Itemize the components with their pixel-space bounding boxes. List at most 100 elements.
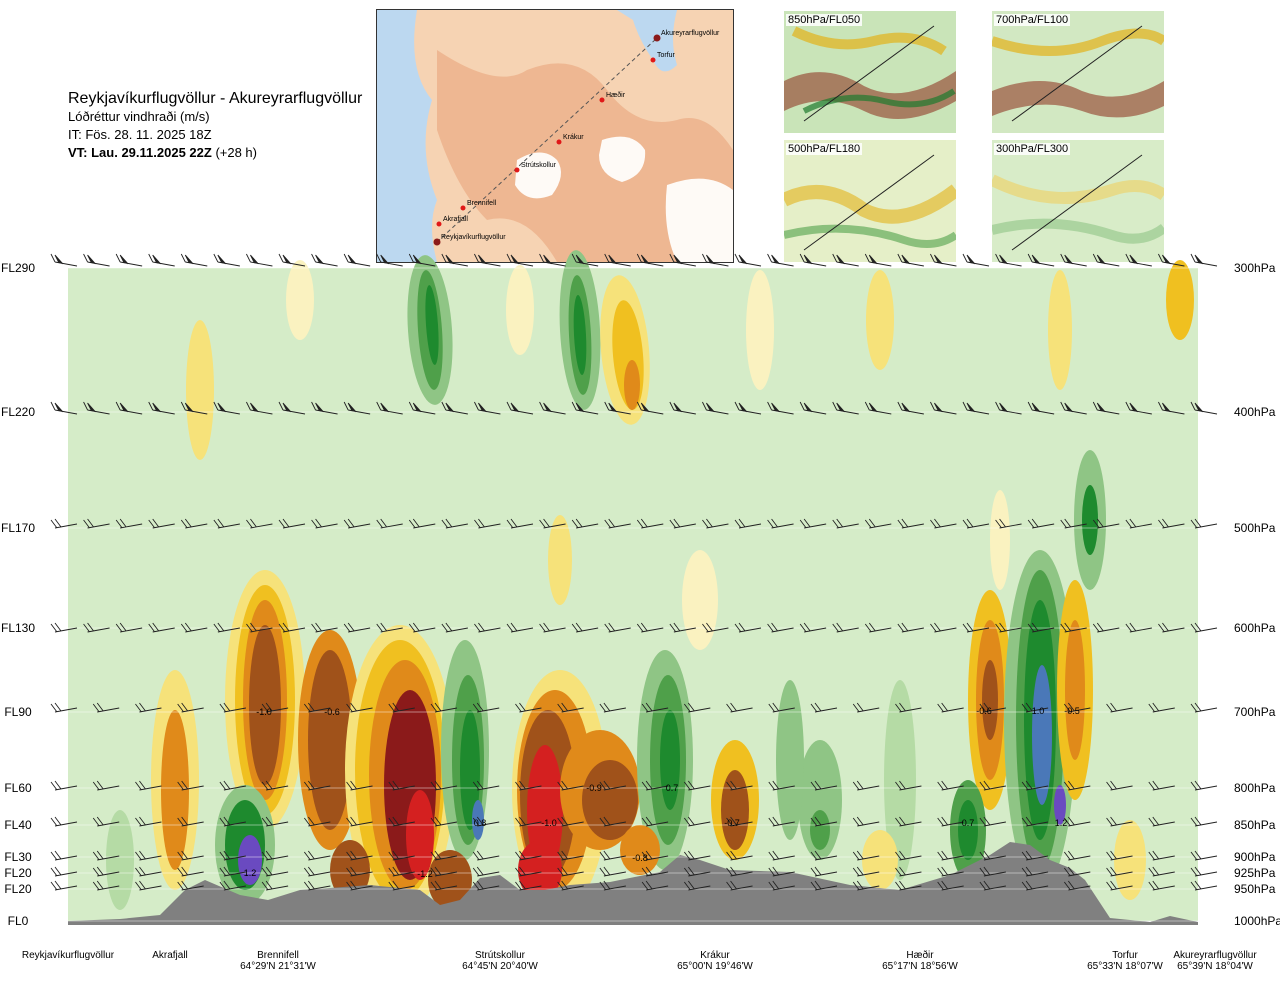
location-label: Reykjavíkurflugvöllur — [8, 950, 128, 961]
wind-barb-glyph — [604, 401, 631, 415]
wind-barb-glyph — [376, 622, 403, 633]
wind-barb-glyph — [810, 850, 838, 861]
wind-barb-glyph — [571, 253, 599, 267]
wind-barb-glyph — [683, 866, 711, 877]
location-name: Akureyrarflugvöllur — [1173, 950, 1257, 961]
hpa-tick-label: 850hPa — [1234, 818, 1276, 832]
wind-barb-glyph — [810, 880, 838, 891]
wind-barb-glyph — [767, 622, 794, 633]
wind-barb-glyph — [261, 780, 289, 791]
wind-barb-glyph — [441, 518, 468, 529]
wind-barb-glyph — [219, 780, 246, 791]
route-point-marker — [650, 57, 656, 63]
value-label: 0.7 — [962, 818, 975, 828]
wind-barb-glyph — [115, 253, 143, 267]
wind-barb-glyph — [734, 518, 762, 529]
wind-barb-glyph — [669, 622, 696, 633]
wind-barb-glyph — [213, 622, 240, 633]
wind-barb-glyph — [177, 702, 204, 713]
wind-barb-glyph — [1063, 816, 1091, 827]
wind-barb-glyph — [50, 622, 78, 633]
velocity-contour — [428, 850, 472, 910]
wind-barb-glyph — [864, 401, 892, 415]
wind-barb-glyph — [474, 253, 501, 267]
wind-barb-glyph — [669, 401, 696, 415]
wind-barb-glyph — [311, 518, 338, 529]
wind-barb-glyph — [1190, 622, 1218, 633]
wind-barb-glyph — [430, 880, 458, 891]
wind-barb-glyph — [979, 866, 1006, 877]
wind-barb-glyph — [261, 850, 289, 861]
wind-barb-glyph — [832, 622, 859, 633]
wind-barb-glyph — [180, 253, 208, 267]
wind-barb-glyph — [83, 622, 110, 633]
wind-barb-glyph — [1158, 622, 1185, 633]
wind-barb-glyph — [979, 850, 1006, 861]
wind-barb-glyph — [1190, 401, 1218, 415]
velocity-contour — [249, 625, 281, 785]
wind-barb-glyph — [515, 702, 542, 713]
value-label: -0.5 — [1064, 706, 1080, 716]
wind-barb-glyph — [897, 401, 924, 415]
wind-barb-glyph — [897, 622, 924, 633]
wind-barb-glyph — [441, 253, 468, 267]
wind-barb-glyph — [557, 880, 584, 891]
wind-barb-glyph — [92, 702, 120, 713]
velocity-contour — [982, 660, 998, 740]
location-name: Brennifell — [257, 950, 299, 961]
wind-barb-glyph — [768, 816, 795, 827]
wind-barb-glyph — [1190, 866, 1218, 877]
wind-barb-glyph — [641, 880, 669, 891]
wind-barb-glyph — [135, 702, 162, 713]
wind-barb-glyph — [895, 702, 922, 713]
panel-label: 300hPa/FL300 — [994, 143, 1071, 155]
wind-barb-glyph — [1106, 816, 1133, 827]
wind-barb-glyph — [702, 253, 729, 267]
panel-300hpa: 300hPa/FL300 — [992, 140, 1164, 262]
velocity-contour — [660, 710, 680, 810]
wind-barb-glyph — [1063, 880, 1091, 891]
wind-barb-glyph — [1021, 850, 1049, 861]
wind-barb-glyph — [135, 780, 162, 791]
wind-barb-glyph — [636, 518, 664, 529]
wind-barb-glyph — [557, 866, 584, 877]
wind-barb-glyph — [50, 850, 78, 861]
wind-barb-glyph — [430, 866, 458, 877]
velocity-contour — [721, 770, 749, 850]
velocity-contour — [620, 825, 660, 875]
wind-barb-glyph — [799, 518, 827, 529]
wind-barb-glyph — [50, 866, 78, 877]
wind-barb-glyph — [1190, 880, 1218, 891]
wind-barb-glyph — [599, 816, 626, 827]
wind-barb-glyph — [135, 850, 162, 861]
route-point-label: Brennifell — [467, 200, 497, 207]
value-label: -0.6 — [324, 707, 340, 717]
wind-barb-glyph — [515, 850, 542, 861]
velocity-contour — [798, 740, 842, 860]
location-name: Strútskollur — [474, 950, 525, 961]
wind-barb-glyph — [343, 518, 371, 529]
hpa-tick-label: 500hPa — [1234, 521, 1276, 535]
velocity-contour — [866, 270, 894, 370]
wind-barb-glyph — [995, 622, 1022, 633]
hpa-tick-label: 900hPa — [1234, 850, 1276, 864]
wind-barb-glyph — [726, 850, 753, 861]
wind-barb-glyph — [810, 816, 838, 827]
location-coord: 65°39'N 18°04'W — [1177, 961, 1253, 972]
wind-barb-glyph — [832, 401, 859, 415]
velocity-contour — [582, 760, 638, 840]
wind-barb-glyph — [852, 816, 880, 827]
route-point-marker — [433, 238, 441, 246]
wind-barb-glyph — [472, 880, 500, 891]
wind-barb-glyph — [515, 866, 542, 877]
wind-barb-glyph — [799, 401, 827, 415]
wind-barb-glyph — [641, 866, 669, 877]
wind-barb-glyph — [1027, 401, 1055, 415]
route-point-label: Akureyrarflugvöllur — [661, 30, 720, 37]
wind-barb-glyph — [246, 518, 273, 529]
wind-barb-glyph — [641, 816, 669, 827]
wind-barb-glyph — [311, 401, 338, 415]
location-label: Brennifell 64°29'N 21°31'W — [218, 950, 338, 972]
value-label: -1.2 — [417, 869, 433, 879]
wind-barb-glyph — [278, 253, 306, 267]
